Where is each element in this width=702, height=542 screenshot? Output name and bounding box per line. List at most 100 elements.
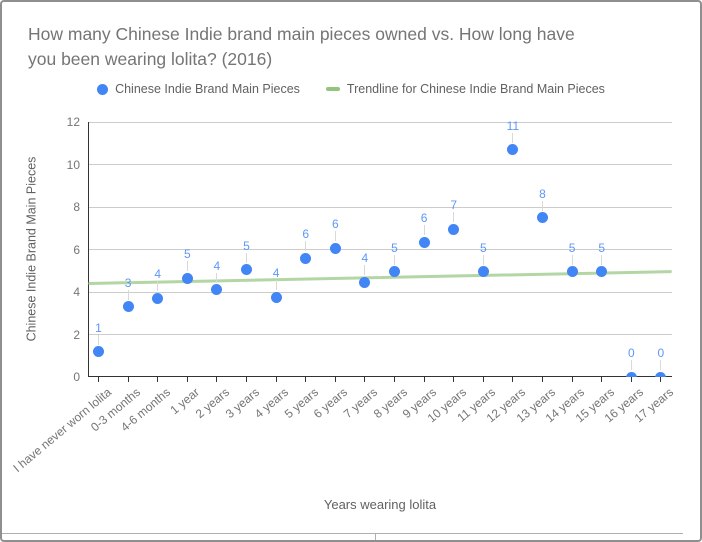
series-dot-icon bbox=[97, 83, 109, 95]
x-axis-tick bbox=[216, 377, 218, 382]
sheet-cell-divider bbox=[375, 533, 376, 540]
label-leader-line bbox=[512, 132, 514, 143]
x-axis-tick bbox=[512, 377, 514, 382]
data-point-label: 6 bbox=[302, 227, 310, 241]
data-point-label: 5 bbox=[479, 240, 487, 255]
x-axis-tick bbox=[246, 377, 247, 382]
data-point[interactable] bbox=[596, 266, 608, 278]
chart-title: How many Chinese Indie brand main pieces… bbox=[28, 22, 575, 72]
legend-series-label: Chinese Indie Brand Main Pieces bbox=[115, 82, 300, 96]
label-leader-line bbox=[275, 280, 277, 291]
data-point[interactable] bbox=[537, 212, 548, 224]
x-axis-line bbox=[88, 376, 672, 377]
data-point-label: 5 bbox=[243, 238, 250, 253]
legend-item-trendline[interactable]: Trendline for Chinese Indie Brand Main P… bbox=[325, 82, 605, 96]
data-point[interactable] bbox=[329, 242, 341, 254]
y-axis-tick-label: 6 bbox=[73, 242, 80, 257]
x-axis-tick bbox=[186, 377, 188, 382]
data-point-label: 5 bbox=[183, 247, 191, 262]
grid-line bbox=[88, 249, 672, 250]
data-point-label: 4 bbox=[154, 267, 162, 282]
x-axis-tick bbox=[275, 377, 277, 382]
x-axis-tick bbox=[571, 377, 573, 382]
x-axis-tick bbox=[364, 377, 366, 382]
data-point[interactable] bbox=[566, 266, 578, 278]
y-axis-tick-label: 2 bbox=[73, 327, 80, 342]
x-axis-title: Years wearing lolita bbox=[323, 497, 437, 512]
sheet-row-divider bbox=[2, 533, 683, 534]
data-point[interactable] bbox=[181, 272, 193, 284]
y-axis-tick-label: 8 bbox=[73, 200, 80, 214]
data-point[interactable] bbox=[152, 292, 164, 304]
label-leader-line bbox=[246, 252, 247, 263]
data-point-label: 6 bbox=[331, 217, 339, 232]
legend-item-series[interactable]: Chinese Indie Brand Main Pieces bbox=[97, 82, 300, 96]
data-point-label: 0 bbox=[657, 346, 665, 360]
label-leader-line bbox=[482, 254, 484, 265]
grid-line bbox=[88, 164, 672, 165]
label-leader-line bbox=[571, 254, 573, 265]
label-leader-line bbox=[334, 231, 336, 242]
data-point[interactable] bbox=[300, 252, 312, 264]
label-leader-line bbox=[364, 265, 366, 276]
x-axis-tick bbox=[453, 377, 455, 382]
data-point[interactable] bbox=[122, 301, 134, 313]
plot-area: 1 3 4 5 4 5 4 6 6 4 5 6 7 5 11 8 5 5 0 0 bbox=[87, 118, 672, 382]
data-point-label: 5 bbox=[568, 240, 576, 255]
legend-trendline-label: Trendline for Chinese Indie Brand Main P… bbox=[346, 82, 605, 96]
y-axis-title: Chinese Indie Brand Main Pieces bbox=[24, 156, 39, 342]
data-point[interactable] bbox=[477, 266, 489, 278]
y-axis-tick-label: 10 bbox=[66, 157, 80, 172]
data-point[interactable] bbox=[389, 266, 400, 278]
data-point-label: 1 bbox=[95, 320, 102, 335]
y-axis-tick-label: 0 bbox=[73, 370, 80, 384]
grid-line bbox=[88, 334, 672, 335]
data-point[interactable] bbox=[241, 264, 252, 276]
x-axis-tick bbox=[630, 377, 632, 382]
x-axis-tick bbox=[423, 377, 425, 382]
label-leader-line bbox=[542, 200, 543, 211]
label-leader-line bbox=[601, 254, 603, 265]
x-axis-tick bbox=[542, 377, 543, 382]
data-point[interactable] bbox=[448, 223, 460, 235]
x-axis-tick bbox=[394, 377, 395, 382]
data-point[interactable] bbox=[270, 291, 282, 303]
chart-title-line2: you been wearing lolita? (2016) bbox=[28, 49, 273, 69]
x-axis-tick bbox=[305, 377, 307, 382]
data-point[interactable] bbox=[211, 284, 223, 296]
x-axis-tick bbox=[127, 377, 129, 382]
chart-title-line1: How many Chinese Indie brand main pieces… bbox=[28, 24, 575, 44]
legend: Chinese Indie Brand Main Pieces Trendlin… bbox=[2, 82, 700, 96]
data-point[interactable] bbox=[93, 346, 104, 357]
label-leader-line bbox=[305, 241, 307, 251]
data-point[interactable] bbox=[418, 236, 430, 248]
x-axis-tick bbox=[157, 377, 159, 382]
data-point-label: 5 bbox=[598, 240, 606, 255]
label-leader-line bbox=[423, 225, 425, 236]
data-point-label: 8 bbox=[539, 186, 546, 201]
data-point-label: 4 bbox=[361, 251, 369, 266]
data-point-label: 5 bbox=[391, 240, 398, 255]
x-axis-tick bbox=[660, 377, 662, 382]
data-point[interactable] bbox=[507, 144, 519, 156]
label-leader-line bbox=[186, 261, 188, 272]
y-axis-tick-label: 4 bbox=[73, 285, 80, 299]
grid-line bbox=[88, 121, 672, 123]
label-leader-line bbox=[157, 281, 159, 292]
data-point-label: 4 bbox=[272, 266, 280, 281]
y-axis-line bbox=[88, 122, 89, 377]
data-point-label: 6 bbox=[420, 211, 428, 226]
data-point-label: 4 bbox=[213, 258, 221, 273]
label-leader-line bbox=[630, 360, 632, 370]
trendline-dash-icon bbox=[325, 87, 340, 91]
label-leader-line bbox=[216, 272, 218, 283]
data-point-label: 11 bbox=[506, 118, 520, 133]
label-leader-line bbox=[127, 289, 129, 300]
data-point[interactable] bbox=[359, 276, 371, 288]
data-point[interactable] bbox=[625, 371, 637, 377]
grid-line bbox=[88, 291, 672, 293]
grid-line bbox=[88, 206, 672, 208]
y-axis-tick-label: 12 bbox=[66, 115, 80, 129]
data-point[interactable] bbox=[655, 371, 667, 377]
data-point-label: 7 bbox=[450, 198, 458, 213]
